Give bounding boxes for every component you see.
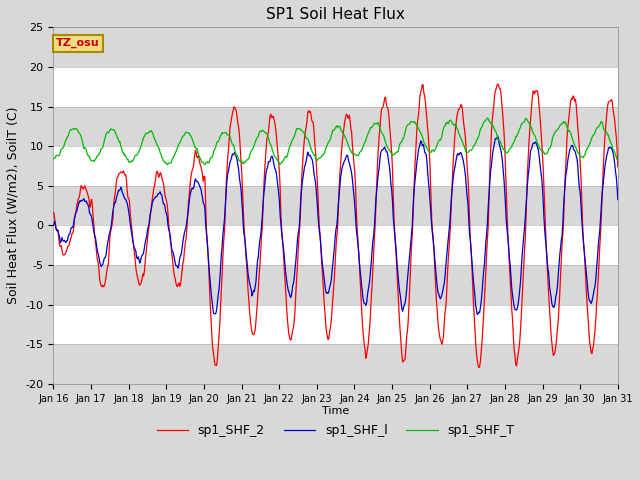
- sp1_SHF_2: [49, 210, 57, 216]
- sp1_SHF_2: [475, 365, 483, 371]
- Text: TZ_osu: TZ_osu: [56, 38, 100, 48]
- Line: sp1_SHF_2: sp1_SHF_2: [53, 84, 618, 368]
- sp1_SHF_T: [614, 157, 621, 163]
- sp1_SHF_2: [118, 170, 125, 176]
- sp1_SHF_2: [614, 164, 621, 169]
- sp1_SHF_l: [60, 238, 67, 244]
- sp1_SHF_l: [474, 312, 481, 317]
- sp1_SHF_T: [118, 145, 125, 151]
- sp1_SHF_l: [614, 197, 621, 203]
- Legend: sp1_SHF_2, sp1_SHF_l, sp1_SHF_T: sp1_SHF_2, sp1_SHF_l, sp1_SHF_T: [152, 419, 520, 442]
- Bar: [53, 67, 618, 107]
- Y-axis label: Soil Heat Flux (W/m2), SoilT (C): Soil Heat Flux (W/m2), SoilT (C): [7, 107, 20, 304]
- sp1_SHF_2: [421, 94, 429, 99]
- sp1_SHF_2: [60, 252, 67, 258]
- sp1_SHF_2: [175, 280, 183, 286]
- sp1_SHF_2: [404, 318, 412, 324]
- sp1_SHF_T: [201, 162, 209, 168]
- sp1_SHF_T: [175, 141, 183, 146]
- sp1_SHF_l: [404, 269, 412, 275]
- Line: sp1_SHF_T: sp1_SHF_T: [53, 118, 618, 165]
- sp1_SHF_l: [118, 187, 125, 192]
- Bar: [53, 305, 618, 344]
- sp1_SHF_2: [494, 81, 502, 87]
- sp1_SHF_T: [60, 144, 67, 150]
- Title: SP1 Soil Heat Flux: SP1 Soil Heat Flux: [266, 7, 405, 22]
- sp1_SHF_T: [205, 158, 213, 164]
- sp1_SHF_T: [49, 156, 57, 161]
- sp1_SHF_T: [484, 115, 492, 121]
- sp1_SHF_l: [421, 149, 429, 155]
- Line: sp1_SHF_l: sp1_SHF_l: [53, 136, 618, 314]
- sp1_SHF_l: [205, 262, 212, 268]
- sp1_SHF_T: [422, 143, 429, 148]
- sp1_SHF_l: [494, 133, 502, 139]
- X-axis label: Time: Time: [322, 407, 349, 417]
- sp1_SHF_T: [405, 121, 413, 127]
- sp1_SHF_l: [49, 222, 57, 228]
- sp1_SHF_2: [205, 268, 212, 274]
- Bar: [53, 226, 618, 265]
- Bar: [53, 146, 618, 186]
- sp1_SHF_l: [175, 261, 183, 267]
